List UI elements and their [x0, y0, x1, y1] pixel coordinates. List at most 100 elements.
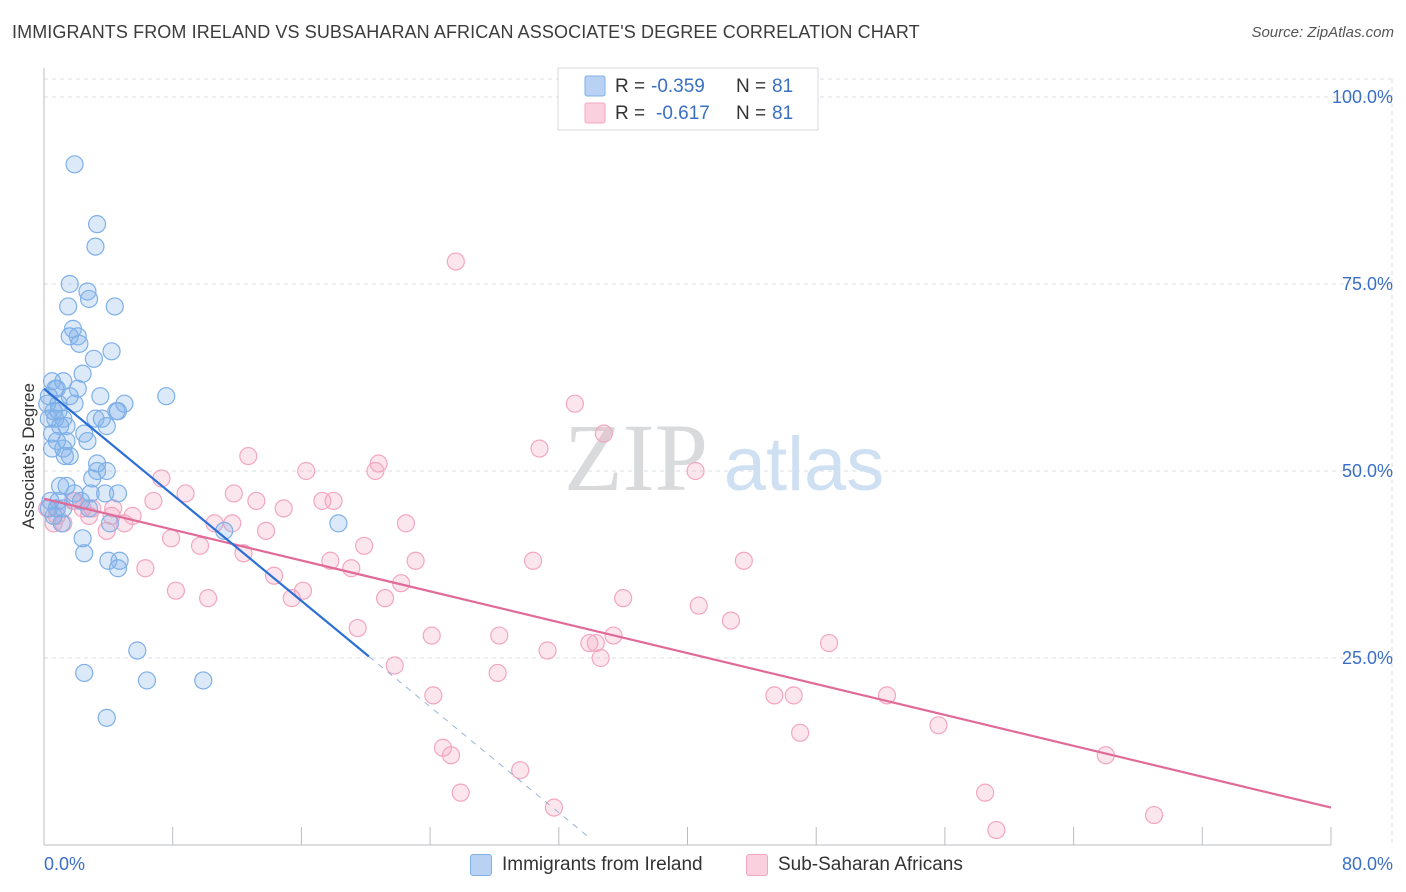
ireland-point: [65, 484, 84, 503]
y-tick-label: 25.0%: [1342, 648, 1393, 668]
sub-saharan-point: [819, 633, 839, 653]
sub-saharan-point: [274, 499, 293, 518]
watermark-zip: ZIP: [564, 404, 708, 511]
legend-swatch-sub-saharan: [584, 102, 606, 124]
sub-saharan-point: [256, 521, 276, 540]
sub-saharan-point: [689, 596, 708, 615]
ireland-point: [68, 327, 87, 346]
sub-saharan-point: [136, 559, 155, 578]
sub-saharan-point: [166, 581, 186, 600]
ireland-point: [73, 529, 92, 548]
sub-saharan-point: [734, 551, 753, 570]
watermark: ZIP atlas: [564, 404, 884, 511]
ireland-point: [59, 297, 78, 316]
sub-saharan-point: [976, 783, 995, 802]
sub-saharan-point: [721, 611, 741, 630]
sub-saharan-point: [614, 589, 633, 608]
ireland-point: [75, 663, 94, 683]
sub-saharan-point: [580, 633, 599, 653]
chart-title: IMMIGRANTS FROM IRELAND VS SUBSAHARAN AF…: [12, 22, 920, 42]
watermark-atlas: atlas: [724, 422, 885, 507]
ireland-point: [194, 671, 213, 690]
sub-saharan-point: [784, 686, 803, 705]
ireland-point: [84, 349, 103, 368]
sub-saharan-point: [324, 491, 343, 511]
ireland-point: [83, 469, 102, 488]
sub-saharan-point: [791, 723, 810, 742]
x-tick-label: 0.0%: [44, 854, 85, 874]
ireland-point: [329, 514, 348, 533]
y-tick-label: 50.0%: [1342, 461, 1393, 481]
ireland-point: [65, 155, 84, 174]
sub-saharan-point: [366, 461, 385, 481]
ireland-point: [97, 461, 116, 481]
ireland-point: [49, 394, 68, 413]
sub-saharan-point: [523, 551, 543, 570]
series-ireland-points: [38, 155, 348, 727]
sub-saharan-point: [224, 484, 243, 503]
legend-r-value-1: -0.359: [651, 76, 705, 97]
ireland-point: [50, 476, 70, 496]
sub-saharan-point: [929, 716, 948, 735]
sub-saharan-point: [765, 686, 784, 705]
sub-saharan-point: [348, 618, 367, 638]
ireland-point: [81, 484, 100, 503]
sub-saharan-point: [591, 648, 610, 668]
legend-item-sub-saharan: Sub-Saharan Africans: [746, 852, 963, 878]
sub-saharan-point: [530, 439, 549, 458]
series-legend: Immigrants from Ireland Sub-Saharan Afri…: [0, 852, 1406, 878]
sub-saharan-point: [594, 424, 613, 443]
ireland-trend-extension: [368, 656, 592, 840]
legend-item-ireland: Immigrants from Ireland: [470, 852, 703, 878]
ireland-point: [46, 379, 65, 398]
sub-saharan-point: [424, 686, 443, 705]
ireland-point: [108, 559, 128, 578]
ireland-point: [60, 274, 79, 294]
sub-saharan-point: [375, 589, 395, 608]
legend-n-label-1: N =: [736, 76, 766, 97]
ireland-point: [57, 417, 76, 436]
sub-saharan-point: [247, 491, 266, 511]
axis-layer: 100.0% 75.0% 50.0% 25.0% 0.0% 80.0%: [43, 68, 1393, 874]
ireland-point: [78, 282, 97, 301]
series-sub-saharan-points: [38, 252, 1164, 840]
ireland-point: [55, 446, 75, 466]
ireland-point: [75, 544, 94, 563]
y-tick-label: 75.0%: [1342, 274, 1393, 294]
sub-saharan-point: [686, 461, 705, 481]
sub-saharan-point: [161, 529, 181, 548]
legend-swatch-ireland: [584, 75, 606, 97]
legend-n-value-2: 81: [772, 103, 793, 124]
ireland-point: [86, 237, 105, 256]
legend-r-label-2: R =: [615, 103, 645, 124]
sub-saharan-point: [396, 514, 416, 533]
ireland-point: [78, 431, 97, 451]
correlation-legend: R = -0.359 N = 81 R = -0.617 N = 81: [557, 67, 819, 131]
ireland-point: [102, 342, 121, 361]
legend-r-value-2: -0.617: [656, 103, 710, 124]
sub-saharan-point: [987, 820, 1006, 840]
sub-saharan-point: [538, 641, 557, 660]
sub-saharan-point: [451, 783, 470, 802]
sub-saharan-trend-line: [43, 497, 1332, 809]
ireland-point: [100, 514, 120, 533]
sub-saharan-point: [282, 589, 301, 608]
sub-saharan-point: [441, 746, 461, 765]
ireland-point: [97, 417, 116, 436]
source-credit: Source: ZipAtlas.com: [1251, 24, 1394, 41]
sub-saharan-point: [385, 656, 404, 675]
ireland-point: [97, 708, 116, 727]
sub-saharan-point: [511, 761, 530, 780]
sub-saharan-point: [355, 536, 374, 555]
ireland-point: [71, 491, 91, 511]
sub-saharan-point: [297, 461, 316, 481]
sub-saharan-point: [488, 663, 507, 683]
legend-swatch-ireland-bottom: [470, 854, 492, 876]
legend-label-ireland: Immigrants from Ireland: [502, 854, 703, 875]
sub-saharan-point: [422, 626, 441, 645]
ireland-point: [110, 551, 129, 570]
sub-saharan-point: [144, 491, 163, 511]
sub-saharan-point: [544, 798, 564, 817]
legend-r-label-1: R =: [615, 76, 645, 97]
